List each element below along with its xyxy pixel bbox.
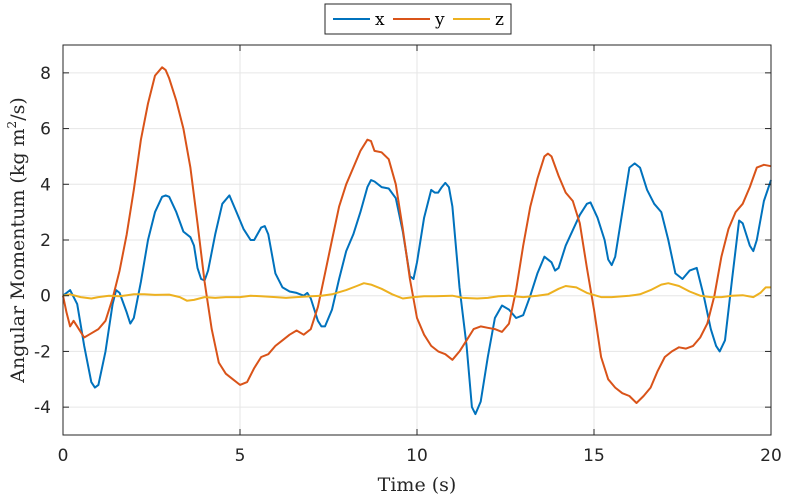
series-line-x (62, 162, 772, 416)
x-tick-label: 10 (406, 446, 428, 466)
y-tick-label: -4 (34, 398, 51, 418)
y-axis-label-superscript: 2 (5, 121, 19, 129)
series-line-y (62, 66, 772, 404)
tick-labels: 0 5 10 15 20 -4 -2 0 2 4 6 8 (34, 64, 782, 466)
y-tick-label: -2 (34, 342, 51, 362)
series-line-z (62, 282, 771, 302)
grid (62, 45, 772, 435)
legend-label-x: x (375, 10, 385, 30)
x-tick-label: 5 (235, 446, 246, 466)
x-tick-label: 0 (58, 446, 69, 466)
y-tick-label: 4 (40, 175, 51, 195)
y-axis-label-tail: /s) (7, 97, 29, 121)
y-tick-label: 0 (40, 287, 51, 307)
axes-box (62, 44, 772, 436)
y-tick-label: 8 (40, 64, 51, 84)
x-tick-label: 15 (583, 446, 605, 466)
plot-area-frame (62, 44, 772, 436)
y-axis-label: Angular Momentum (kg m2/s) (5, 97, 29, 384)
x-tick-label: 20 (760, 446, 782, 466)
legend: x y z (324, 3, 512, 35)
x-axis-label: Time (s) (378, 474, 457, 496)
series-lines (62, 66, 772, 416)
y-tick-label: 6 (40, 120, 51, 140)
legend-label-y: y (434, 10, 445, 30)
y-axis-label-main: Angular Momentum (kg m (7, 128, 29, 383)
legend-label-z: z (495, 10, 504, 30)
y-tick-label: 2 (40, 231, 51, 251)
